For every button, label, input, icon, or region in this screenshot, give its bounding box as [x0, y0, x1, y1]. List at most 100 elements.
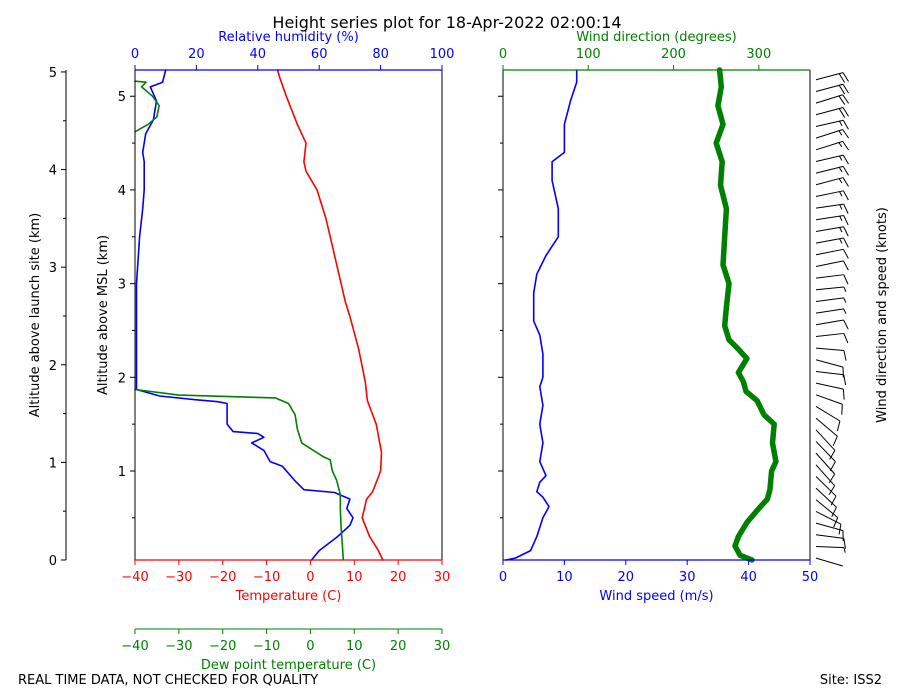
- wind-barb-flag: [842, 129, 849, 139]
- wind-barb-staff: [815, 429, 836, 451]
- wind-speed-axis-tick-label: 30: [679, 570, 696, 585]
- wind-barb-staff: [815, 248, 844, 256]
- wind-barb-half-flag: [838, 167, 843, 173]
- wind-barb-flag: [831, 507, 837, 517]
- temperature-axis-tick-label: −40: [121, 570, 148, 585]
- wind-barb-flag: [842, 107, 849, 117]
- wind-barb-flag: [843, 374, 847, 386]
- wind-barb-flag: [838, 524, 842, 535]
- wind-barb-flag: [838, 108, 846, 118]
- wind-direction-line: [713, 67, 779, 563]
- wind-barb-staff: [815, 370, 844, 376]
- temperature-axis-tick-label: 30: [434, 570, 451, 585]
- wind-barb-flag: [838, 84, 846, 95]
- wind-barb-flag: [842, 389, 845, 400]
- dewpoint-axis-tick-label: −30: [165, 639, 192, 654]
- wind-barb-flag: [843, 538, 846, 549]
- wind-barb-staff: [815, 140, 843, 151]
- wind-dir-axis-tick-label: 0: [499, 47, 507, 62]
- wind-barb-half-flag: [838, 130, 843, 136]
- wind-dir-axis-tick-label: 300: [746, 47, 771, 62]
- wind-barbs: [815, 72, 849, 567]
- wind-barb-staff: [815, 129, 843, 139]
- wind-dir-axis-tick-label: 100: [576, 47, 601, 62]
- wind-barb-flag: [843, 203, 849, 214]
- wind-barb-staff: [815, 226, 844, 232]
- temperature-line: [276, 69, 384, 561]
- launch-axis-tick-label: 0: [49, 554, 57, 569]
- wind-barb-half-flag: [839, 227, 843, 233]
- wind-barb-staff: [815, 394, 843, 405]
- dewpoint-axis-tick-label: 20: [390, 639, 407, 654]
- wind-barb-staff: [815, 203, 844, 209]
- wind-barb-flag: [829, 461, 836, 471]
- wind-barb-staff: [815, 237, 844, 244]
- wind-barb-flag: [842, 166, 849, 176]
- wind-barb-staff: [815, 94, 843, 104]
- dewpoint-upper-line: [134, 80, 160, 133]
- wind-barb-staff: [815, 190, 844, 197]
- wind-barb-staff: [815, 452, 836, 475]
- wind-barb-half-flag: [838, 178, 843, 184]
- wind-barb-flag: [828, 473, 836, 484]
- wind-barb-half-flag: [838, 155, 843, 161]
- wind-barb-staff: [815, 215, 844, 221]
- launch-axis-label: Altitude above launch site (km): [28, 213, 43, 417]
- wind-dir-axis-tick-label: 200: [661, 47, 686, 62]
- wind-barb-flag: [841, 404, 843, 415]
- wind-speed-axis-tick-label: 10: [556, 570, 573, 585]
- wind-barb-staff: [815, 522, 844, 532]
- wind-speed-axis-tick-label: 50: [802, 570, 819, 585]
- wind-barb-half-flag: [843, 547, 846, 553]
- wind-barb-flag: [832, 436, 838, 446]
- chart-title: Height series plot for 18-Apr-2022 02:00…: [272, 13, 621, 32]
- wind-barb-staff: [815, 417, 838, 437]
- msl-axis-tick-label: 1: [118, 465, 126, 480]
- temperature-axis-tick-label: −10: [253, 570, 280, 585]
- wind-barb-flag: [843, 237, 849, 248]
- wind-dir-axis-label: Wind direction (degrees): [576, 30, 736, 45]
- wind-barb-staff: [815, 286, 844, 291]
- launch-axis-tick-label: 2: [49, 359, 57, 374]
- temperature-axis-label: Temperature (C): [235, 589, 342, 604]
- dewpoint-axis-tick-label: 30: [434, 639, 451, 654]
- dewpoint-axis-tick-label: −40: [121, 639, 148, 654]
- launch-axis-tick-label: 3: [49, 261, 57, 276]
- wind-barb-staff: [815, 107, 844, 116]
- wind-barb-half-flag: [839, 238, 843, 244]
- wind-barb-staff: [815, 511, 842, 525]
- dewpoint-axis-tick-label: 0: [306, 639, 314, 654]
- msl-axis-tick-label: 4: [118, 184, 126, 199]
- wind-barb-staff: [815, 347, 844, 351]
- wind-speed-axis-tick-label: 0: [499, 570, 507, 585]
- wind-barb-flag: [842, 94, 849, 104]
- wind-speed-axis-label: Wind speed (m/s): [599, 589, 713, 604]
- wind-barb-staff: [815, 165, 844, 174]
- wind-barb-half-flag: [839, 191, 843, 197]
- wind-barb-staff: [815, 332, 844, 337]
- panel-frames: [134, 69, 811, 561]
- launch-axis-tick-label: 5: [49, 66, 57, 81]
- wind-barb-flag: [838, 95, 846, 105]
- wind-barb-staff: [815, 359, 844, 368]
- msl-axis-label: Altitude above MSL (km): [96, 235, 111, 395]
- launch-axis-tick-label: 1: [49, 456, 57, 471]
- wind-barb-flag: [843, 226, 849, 237]
- wind-barb-half-flag: [839, 204, 843, 210]
- relative-humidity-line: [135, 69, 354, 561]
- wind-barb-flag: [842, 83, 849, 94]
- quality-disclaimer: REAL TIME DATA, NOT CHECKED FOR QUALITY: [18, 673, 319, 688]
- msl-axis-tick-label: 3: [118, 278, 126, 293]
- wind-barb-staff: [815, 557, 844, 567]
- wind-barb-flag: [829, 450, 836, 460]
- wind-barb-staff: [815, 319, 844, 326]
- wind-barb-flag: [843, 274, 849, 285]
- dewpoint-axis-label: Dew point temperature (C): [201, 658, 376, 673]
- msl-axis-tick-label: 2: [118, 371, 126, 386]
- wind-barb-half-flag: [838, 142, 843, 148]
- wind-barb-half-flag: [843, 286, 847, 292]
- wind-barb-staff: [815, 464, 835, 487]
- wind-barb-flag: [843, 319, 849, 330]
- dewpoint-axis-tick-label: −10: [253, 639, 280, 654]
